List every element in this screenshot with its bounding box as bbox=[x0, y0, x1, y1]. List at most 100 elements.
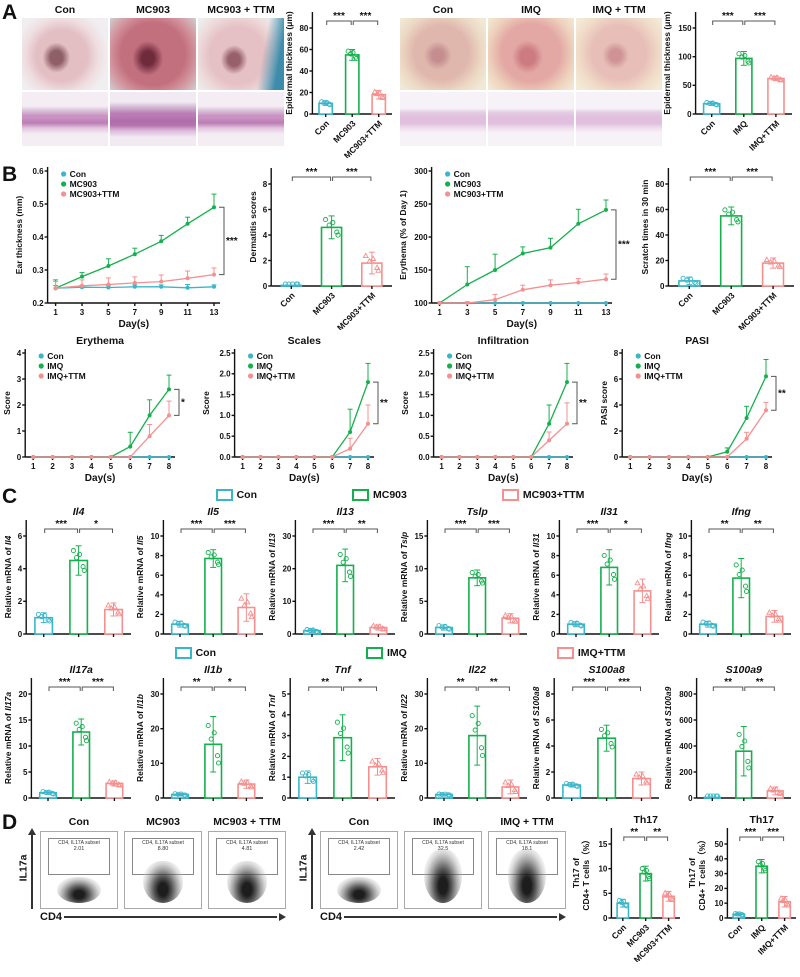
svg-text:60: 60 bbox=[655, 205, 664, 214]
svg-text:8: 8 bbox=[366, 462, 371, 471]
svg-text:0: 0 bbox=[17, 453, 22, 462]
svg-text:4: 4 bbox=[18, 565, 23, 574]
svg-text:Erythema: Erythema bbox=[76, 335, 124, 347]
svg-text:250: 250 bbox=[414, 200, 428, 209]
flow-y-axis: IL17a bbox=[14, 816, 40, 909]
svg-text:10: 10 bbox=[18, 742, 27, 751]
panel-d-label: D bbox=[2, 811, 18, 834]
legend-swatch-con bbox=[215, 489, 233, 501]
flow-header: IMQ bbox=[433, 816, 453, 828]
svg-text:2.0: 2.0 bbox=[418, 370, 430, 379]
svg-text:8: 8 bbox=[551, 551, 556, 560]
svg-text:6: 6 bbox=[551, 571, 556, 580]
chart-scales-score: 0.0 0.5 1.0 1.5 2.0 2.5 Score 1 2 3 4 5 6 7 8 Day(s) Sca… bbox=[201, 334, 400, 484]
svg-text:0.5: 0.5 bbox=[219, 432, 231, 441]
svg-text:8: 8 bbox=[155, 551, 160, 560]
legend-label: MC903 bbox=[373, 489, 407, 501]
svg-text:10: 10 bbox=[282, 597, 291, 606]
svg-text:**: ** bbox=[579, 398, 587, 409]
arrow-right-icon bbox=[279, 913, 286, 921]
svg-text:MC903: MC903 bbox=[311, 290, 338, 317]
svg-text:15: 15 bbox=[414, 532, 423, 541]
svg-text:Relative mRNA of Il1b: Relative mRNA of Il1b bbox=[135, 694, 145, 782]
arrow-up-icon bbox=[28, 828, 36, 835]
svg-text:0.4: 0.4 bbox=[32, 233, 44, 242]
svg-text:4: 4 bbox=[17, 349, 22, 358]
panel-c-legend-mid: Con IMQ IMQ+TTM bbox=[0, 644, 800, 662]
svg-text:**: ** bbox=[721, 519, 729, 530]
svg-text:6: 6 bbox=[330, 462, 335, 471]
svg-text:Th17 of: Th17 of bbox=[688, 858, 697, 888]
svg-text:Con: Con bbox=[725, 922, 744, 941]
flow-col: MC903 CD4, IL17A subset 8.80 bbox=[124, 816, 202, 909]
gate-label: CD4, IL17A subset bbox=[142, 840, 184, 846]
svg-text:**: ** bbox=[490, 677, 498, 688]
svg-text:0: 0 bbox=[603, 914, 608, 923]
svg-text:IMQ+TTM: IMQ+TTM bbox=[47, 371, 85, 381]
photo-caption: Con bbox=[54, 4, 76, 16]
svg-text:**: ** bbox=[756, 677, 764, 688]
svg-text:Il13: Il13 bbox=[336, 506, 354, 518]
mouse-ear-photo bbox=[488, 18, 574, 90]
legend-label: IMQ bbox=[387, 647, 407, 659]
svg-text:***: *** bbox=[323, 519, 335, 530]
svg-text:**: ** bbox=[778, 388, 786, 399]
svg-text:1: 1 bbox=[31, 462, 36, 471]
svg-text:IMQ: IMQ bbox=[749, 922, 768, 941]
svg-text:2: 2 bbox=[17, 401, 22, 410]
svg-text:6: 6 bbox=[18, 532, 23, 541]
svg-text:200: 200 bbox=[679, 768, 693, 777]
svg-text:1: 1 bbox=[439, 462, 444, 471]
svg-text:13: 13 bbox=[602, 308, 611, 317]
svg-text:**: ** bbox=[653, 827, 661, 838]
svg-text:5: 5 bbox=[511, 462, 516, 471]
svg-text:0: 0 bbox=[304, 110, 309, 119]
svg-text:Epidermal thickness (μm): Epidermal thickness (μm) bbox=[662, 11, 672, 115]
svg-text:*: * bbox=[358, 677, 362, 688]
svg-text:Il17a: Il17a bbox=[70, 664, 94, 676]
svg-text:8: 8 bbox=[263, 180, 268, 189]
gate-label: CD4, IL17A subset bbox=[422, 840, 464, 846]
svg-text:Con: Con bbox=[644, 351, 661, 361]
chart-th17-mc903: 0 5 10 15 Th17 of CD4+ T cells（%） Th17 Con MC903… bbox=[572, 812, 684, 962]
svg-text:4: 4 bbox=[89, 462, 94, 471]
photo-caption: MC903 bbox=[136, 4, 170, 16]
svg-text:8: 8 bbox=[167, 462, 172, 471]
chart-il5: 0 2 4 6 8 10 Relative mRNA of Il5 Il5 *** *** bbox=[135, 504, 267, 644]
histology-image bbox=[22, 92, 108, 146]
svg-text:Th17: Th17 bbox=[633, 814, 658, 826]
svg-text:***: *** bbox=[744, 827, 756, 838]
flow-x-axis-label: CD4 bbox=[320, 911, 343, 923]
svg-text:***: *** bbox=[618, 677, 630, 688]
svg-text:***: *** bbox=[488, 519, 500, 530]
photo-caption: MC903 + TTM bbox=[207, 4, 275, 16]
svg-text:10: 10 bbox=[546, 532, 555, 541]
svg-text:Th17 of: Th17 of bbox=[572, 858, 581, 888]
svg-text:150: 150 bbox=[414, 266, 428, 275]
svg-text:7: 7 bbox=[521, 308, 526, 317]
svg-text:5: 5 bbox=[109, 462, 114, 471]
svg-text:Relative mRNA of S100a8: Relative mRNA of S100a8 bbox=[531, 686, 541, 789]
svg-text:Con: Con bbox=[47, 351, 64, 361]
svg-text:0: 0 bbox=[683, 630, 688, 639]
svg-text:IMQ: IMQ bbox=[257, 361, 273, 371]
cell-population-blob bbox=[508, 849, 546, 903]
svg-text:Relative mRNA of Il17a: Relative mRNA of Il17a bbox=[3, 692, 13, 785]
flow-x-axis: CD4 bbox=[40, 909, 286, 925]
photo-caption: IMQ + TTM bbox=[592, 4, 646, 16]
photo-col: IMQ bbox=[488, 4, 574, 146]
svg-text:Relative mRNA of Tslp: Relative mRNA of Tslp bbox=[399, 532, 409, 623]
mouse-ear-photo bbox=[110, 18, 196, 90]
histology-image bbox=[198, 92, 284, 146]
cell-population-blob bbox=[424, 849, 462, 903]
svg-text:3: 3 bbox=[80, 308, 85, 317]
svg-text:Con: Con bbox=[698, 118, 717, 137]
svg-text:400: 400 bbox=[679, 742, 693, 751]
svg-text:Score: Score bbox=[201, 391, 211, 415]
svg-text:***: *** bbox=[704, 167, 716, 178]
svg-text:0: 0 bbox=[419, 794, 424, 803]
gate-label: CD4, IL17A subset bbox=[506, 840, 548, 846]
panel-c-row1: 0 2 4 6 Relative mRNA of Il4 Il4 *** * 0 2 4 6 8 10 R… bbox=[0, 504, 800, 644]
panel-c-label: C bbox=[2, 485, 18, 508]
svg-text:2.5: 2.5 bbox=[219, 349, 231, 358]
